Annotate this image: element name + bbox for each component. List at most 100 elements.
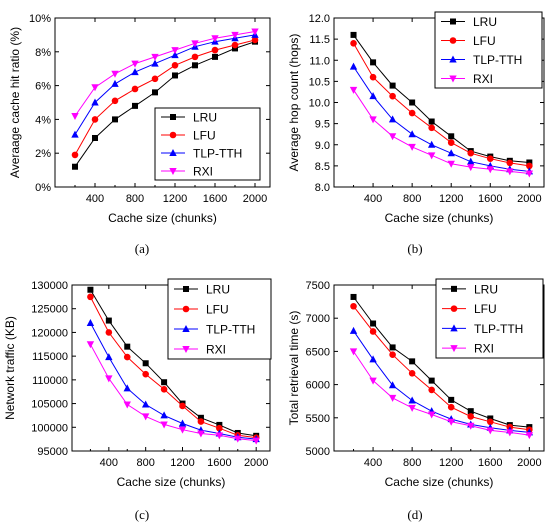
legend: LRU LFU TLP-TTH RXI [435, 278, 544, 359]
data-point [350, 302, 357, 310]
data-point [526, 159, 533, 166]
data-point [349, 86, 358, 94]
data-point [111, 70, 119, 78]
data-point [71, 130, 79, 138]
data-point [447, 149, 455, 157]
data-point [131, 68, 139, 76]
legend-label: TLP-TTH [206, 323, 255, 337]
data-point [525, 432, 534, 440]
data-point [91, 116, 99, 123]
x-tick-label: 1600 [478, 193, 502, 205]
x-tick-label: 400 [364, 457, 382, 469]
series-rxi [71, 28, 259, 121]
data-point [486, 166, 494, 174]
caption-b: (b) [407, 241, 422, 256]
legend-label: LRU [474, 282, 498, 296]
legend-label: LFU [474, 302, 497, 316]
data-point [216, 421, 223, 428]
data-point [447, 403, 455, 411]
y-tick-label: 5000 [306, 446, 330, 458]
data-point [215, 432, 224, 440]
data-point [232, 45, 238, 52]
chart-hit-ratio: 400 800 1200 1600 2000 0% 2% 4% 6% 8% 10% Cache siz… [8, 13, 271, 225]
data-point [131, 60, 139, 68]
data-point [131, 85, 139, 93]
series-line [74, 39, 256, 156]
data-point [111, 97, 119, 105]
y-tick-label: 9.5 [315, 119, 330, 131]
legend-marker [170, 114, 176, 120]
data-point [408, 404, 416, 412]
data-point [350, 293, 357, 300]
data-point [142, 360, 149, 367]
data-point [92, 134, 98, 141]
series-line [74, 31, 256, 117]
series-lfu [350, 40, 533, 170]
data-point [428, 386, 435, 394]
legend-box [434, 11, 543, 89]
data-point [467, 149, 475, 157]
series-line [89, 322, 257, 440]
y-tick-label: 10% [29, 13, 51, 25]
data-point [408, 109, 416, 117]
x-tick-label: 2000 [517, 193, 541, 205]
data-point [160, 386, 168, 393]
data-point [349, 348, 358, 356]
data-point [388, 394, 397, 402]
data-point [171, 51, 179, 59]
legend-marker [169, 168, 177, 175]
data-point [350, 40, 357, 47]
data-point [467, 164, 475, 172]
data-point [427, 140, 436, 148]
series-lfu [71, 36, 259, 159]
legend-marker [183, 286, 189, 292]
data-point [197, 418, 205, 425]
x-axis-label: Cache size (chunks) [385, 475, 494, 489]
y-tick-label: 11.5 [309, 34, 330, 46]
data-point [160, 421, 168, 429]
series-line [89, 296, 257, 439]
data-point [349, 326, 358, 334]
data-point [486, 427, 494, 435]
data-point [171, 62, 179, 69]
y-tick-label: 8% [35, 47, 51, 59]
data-point [409, 358, 416, 365]
series-line [353, 330, 530, 433]
data-point [408, 143, 416, 151]
data-point [105, 353, 113, 361]
legend-marker [449, 37, 457, 44]
data-point [467, 408, 474, 415]
y-tick-label: 6000 [306, 380, 330, 392]
data-point [192, 62, 198, 69]
data-point [389, 92, 396, 100]
data-point [467, 413, 475, 420]
data-point [151, 59, 159, 67]
legend-marker [182, 325, 190, 332]
data-point [211, 35, 219, 43]
data-point [349, 62, 358, 70]
x-tick-label: 2000 [517, 457, 541, 469]
caption-d: (d) [407, 507, 422, 522]
data-point [350, 31, 357, 38]
data-point [388, 381, 397, 389]
data-point [172, 72, 178, 79]
x-tick-label: 1200 [163, 193, 187, 205]
data-point [447, 418, 455, 426]
x-tick-label: 1200 [439, 457, 463, 469]
data-point [71, 113, 79, 121]
y-axis-label: Total retrieval time (s) [287, 311, 301, 426]
data-point [526, 162, 533, 170]
series-rxi [86, 341, 260, 445]
data-point [467, 157, 475, 165]
legend-marker [182, 346, 190, 353]
data-point [212, 53, 218, 60]
y-tick-label: 95000 [37, 446, 68, 458]
y-tick-label: 10.5 [309, 76, 330, 88]
x-tick-label: 2000 [243, 193, 267, 205]
legend-label: TLP-TTH [473, 53, 522, 67]
x-axis-label: Cache size (chunks) [108, 211, 217, 225]
data-point [123, 353, 131, 361]
y-tick-label: 9.0 [315, 140, 330, 152]
series-line [353, 34, 530, 163]
data-point [369, 355, 377, 363]
